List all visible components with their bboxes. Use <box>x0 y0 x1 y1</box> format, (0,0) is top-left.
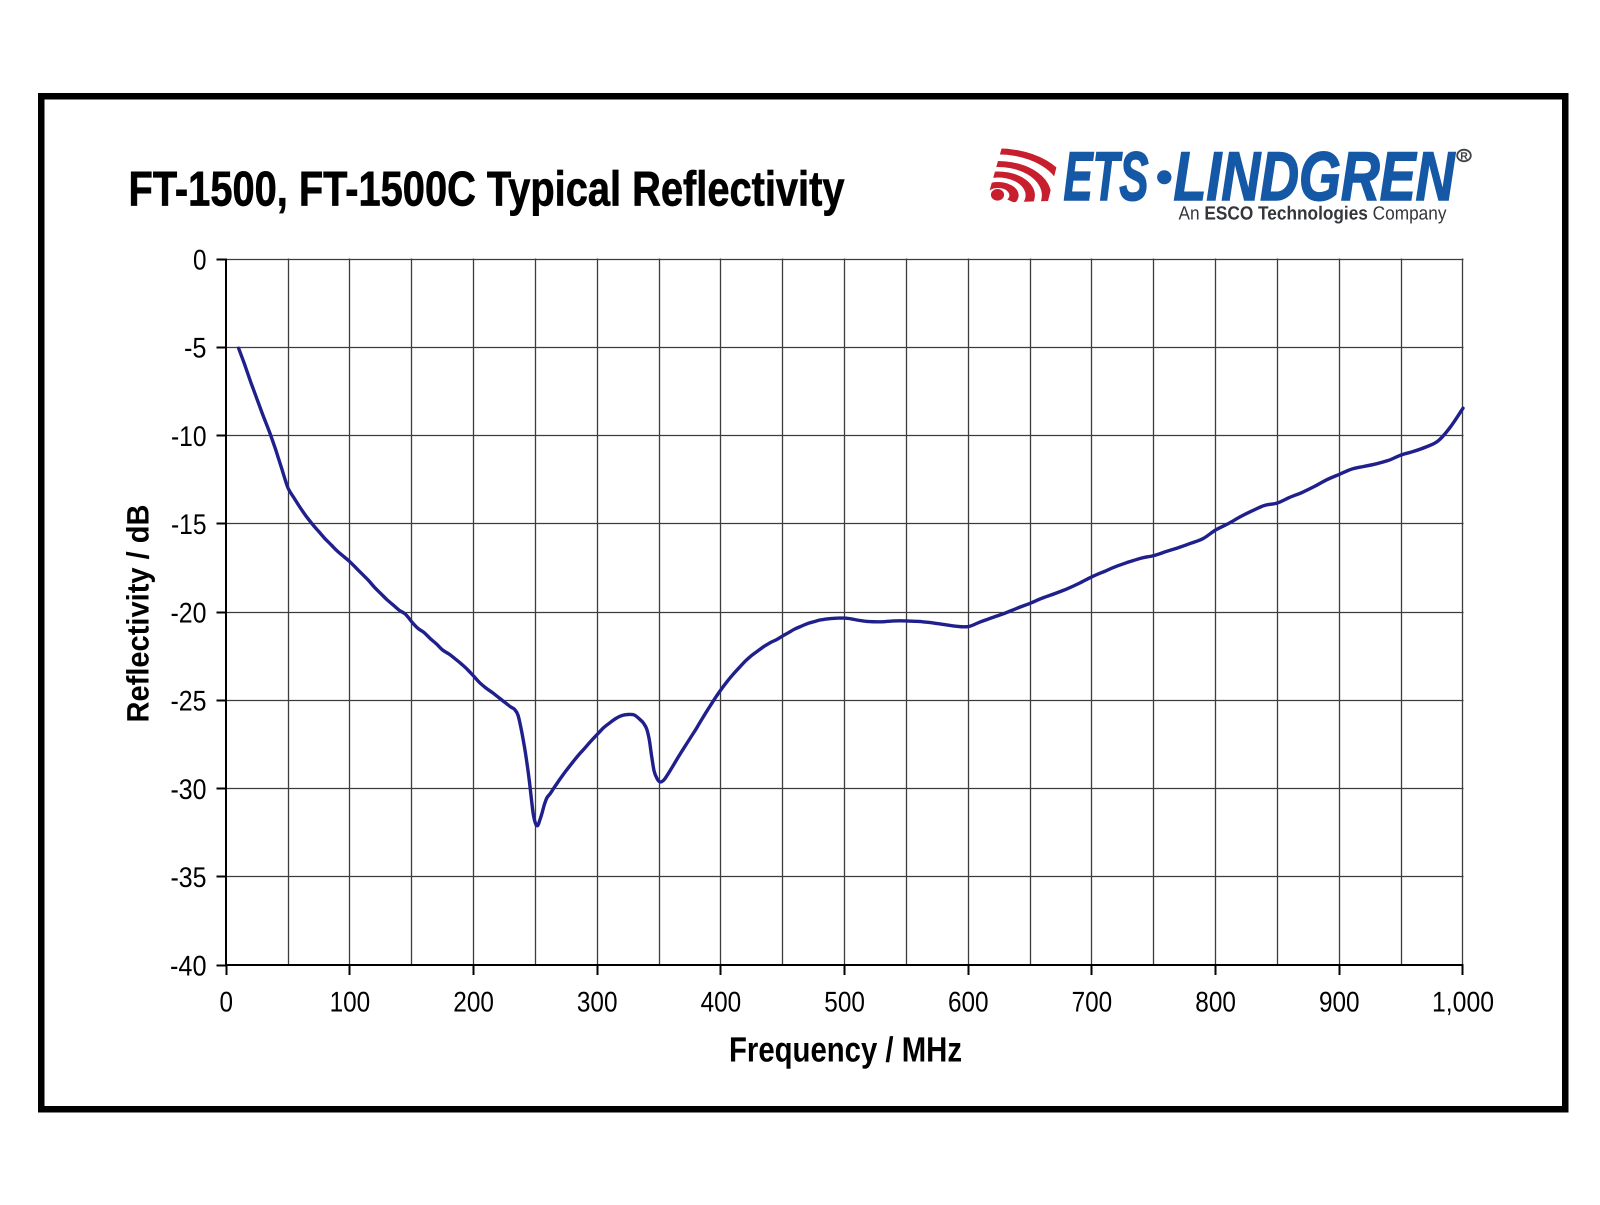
svg-text:-30: -30 <box>171 774 207 806</box>
svg-text:LINDGREN: LINDGREN <box>1174 138 1457 215</box>
svg-text:-20: -20 <box>171 597 207 629</box>
svg-text:0: 0 <box>193 244 207 276</box>
svg-text:1,000: 1,000 <box>1432 987 1494 1019</box>
svg-text:An ESCO Technologies Company: An ESCO Technologies Company <box>1179 204 1447 225</box>
svg-text:ETS: ETS <box>1064 138 1149 215</box>
svg-text:400: 400 <box>701 987 742 1019</box>
svg-text:-5: -5 <box>184 333 207 365</box>
svg-text:500: 500 <box>824 987 865 1019</box>
svg-text:200: 200 <box>453 987 494 1019</box>
svg-text:Frequency / MHz: Frequency / MHz <box>729 1031 962 1070</box>
svg-text:-25: -25 <box>171 686 207 718</box>
svg-text:800: 800 <box>1195 987 1236 1019</box>
svg-text:-10: -10 <box>171 421 207 453</box>
svg-text:700: 700 <box>1072 987 1113 1019</box>
svg-text:100: 100 <box>330 987 371 1019</box>
svg-text:-15: -15 <box>171 509 207 541</box>
svg-text:R: R <box>1460 150 1468 162</box>
svg-text:0: 0 <box>219 987 233 1019</box>
svg-text:FT-1500, FT-1500C Typical Refl: FT-1500, FT-1500C Typical Reflectivity <box>129 163 845 217</box>
svg-text:-35: -35 <box>171 862 207 894</box>
svg-text:900: 900 <box>1319 987 1360 1019</box>
svg-text:300: 300 <box>577 987 618 1019</box>
svg-text:600: 600 <box>948 987 989 1019</box>
svg-text:Reflectivity / dB: Reflectivity / dB <box>121 505 156 723</box>
svg-text:-40: -40 <box>170 951 207 983</box>
